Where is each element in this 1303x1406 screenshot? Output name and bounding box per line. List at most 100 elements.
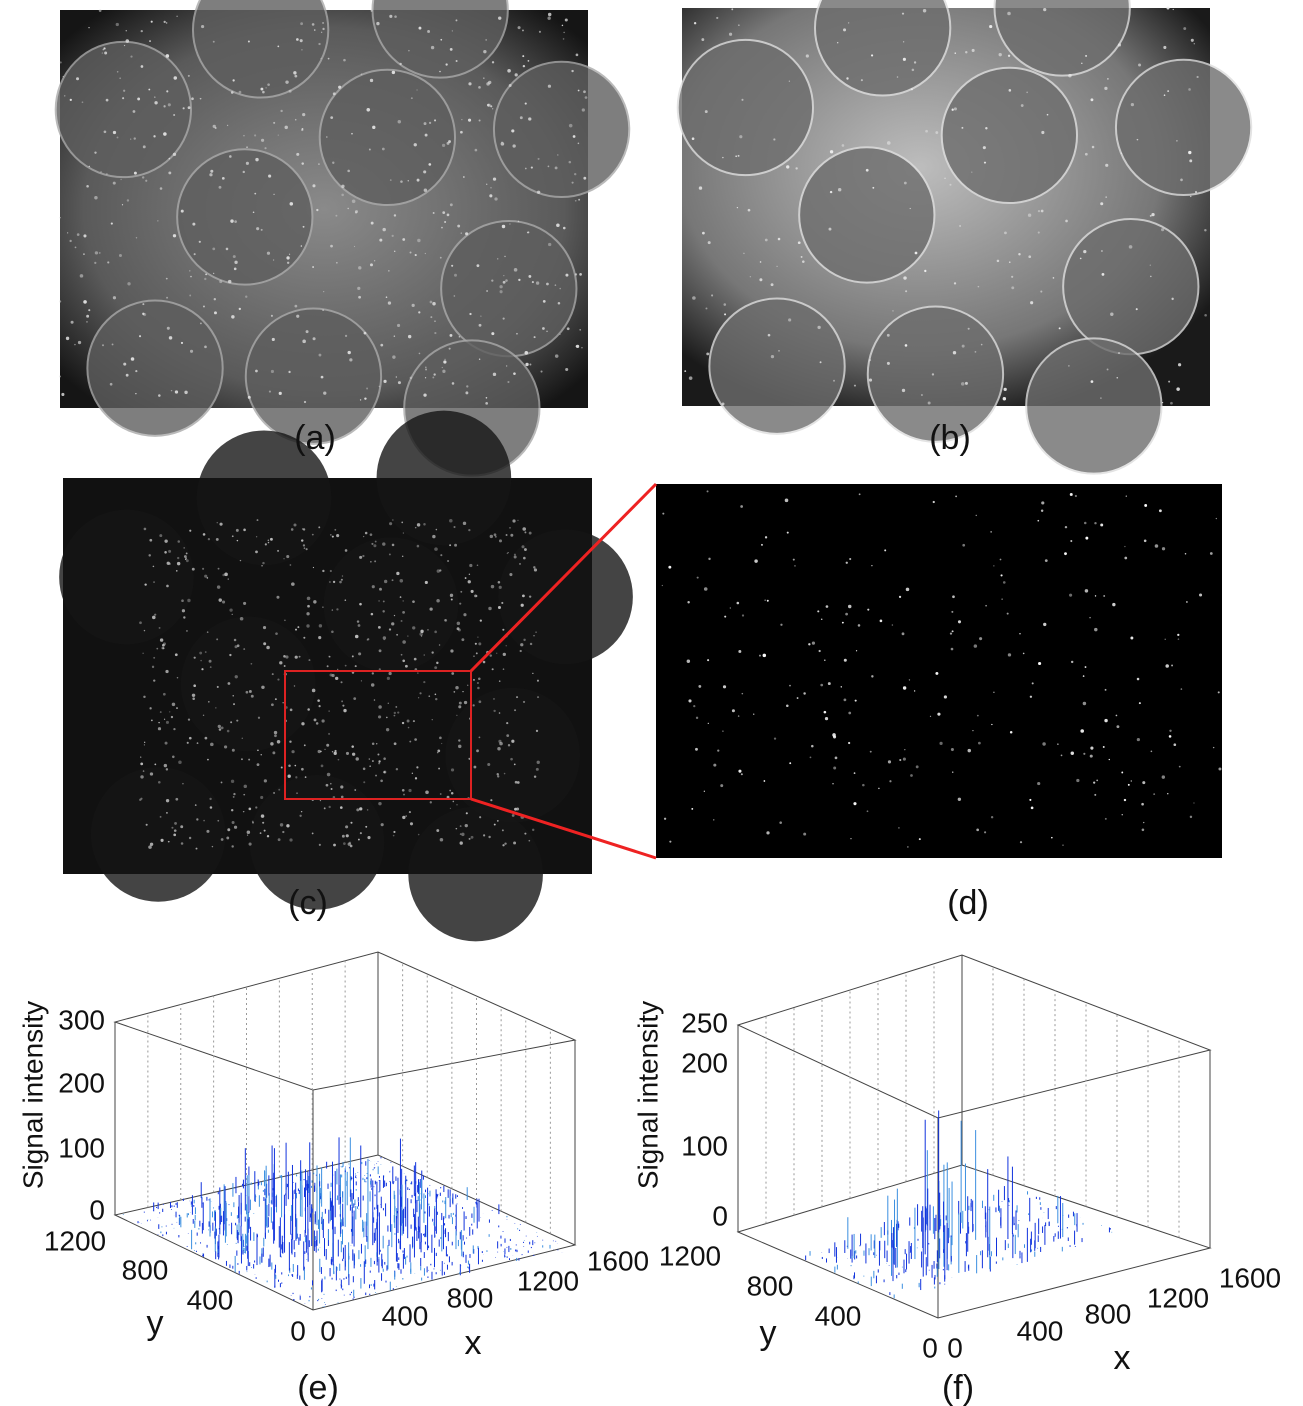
speck	[180, 209, 184, 213]
speck	[178, 760, 182, 765]
speck	[321, 719, 325, 723]
speck	[1083, 249, 1087, 254]
speck	[489, 194, 493, 198]
speck	[431, 718, 433, 721]
speck	[455, 59, 458, 62]
speck	[200, 659, 202, 662]
speck	[904, 344, 908, 347]
speck	[1196, 75, 1199, 79]
speck	[1180, 688, 1183, 690]
speck	[950, 748, 954, 752]
speck	[496, 819, 499, 822]
speck	[196, 742, 199, 745]
speck	[524, 351, 529, 355]
speck	[318, 636, 322, 640]
z-axis-label: Signal intensity	[17, 1001, 48, 1189]
speck	[513, 372, 516, 375]
speck	[326, 665, 329, 668]
speck	[236, 719, 239, 722]
speck	[446, 213, 450, 217]
speck	[1046, 113, 1049, 116]
speck	[284, 619, 286, 622]
speck	[517, 519, 519, 522]
speck	[320, 57, 322, 60]
speck	[513, 555, 517, 559]
speck	[219, 522, 223, 526]
speck	[853, 772, 856, 774]
speck	[367, 836, 371, 840]
speck	[216, 521, 219, 524]
speck	[1120, 152, 1123, 154]
speck	[502, 668, 505, 670]
speck	[333, 843, 336, 847]
speck	[497, 775, 500, 778]
speck	[332, 92, 336, 96]
speck	[480, 315, 482, 317]
speck	[293, 685, 296, 687]
speck	[347, 350, 351, 355]
speck	[698, 186, 703, 190]
speck	[434, 119, 437, 122]
speck	[227, 578, 229, 580]
speck	[185, 552, 188, 555]
speck	[1177, 363, 1182, 367]
speck	[524, 832, 527, 835]
speck	[239, 616, 244, 621]
speck	[1121, 813, 1123, 816]
speck	[910, 88, 914, 91]
speck	[458, 739, 461, 742]
speck	[467, 684, 469, 686]
speck	[424, 252, 426, 255]
well	[176, 148, 314, 286]
speck	[387, 702, 389, 704]
zoom-box	[284, 670, 472, 800]
speck	[698, 684, 702, 688]
speck	[140, 762, 144, 766]
speck	[524, 167, 527, 170]
speck	[330, 244, 333, 248]
speck	[162, 643, 165, 647]
speck	[243, 135, 245, 137]
speck	[255, 536, 258, 538]
speck	[383, 770, 386, 774]
speck	[722, 685, 727, 689]
speck	[209, 173, 213, 177]
speck	[312, 184, 316, 188]
speck	[849, 557, 852, 561]
speck	[173, 829, 177, 832]
x-tick-label: 1200	[517, 1265, 579, 1296]
speck	[420, 629, 424, 634]
speck	[166, 90, 169, 93]
panel-label: (c)	[288, 884, 328, 922]
speck	[357, 838, 360, 841]
speck	[371, 760, 374, 763]
speck	[493, 709, 496, 713]
speck	[554, 284, 557, 286]
speck	[845, 561, 848, 564]
x-tick-label: 1200	[1147, 1282, 1209, 1313]
speck	[363, 331, 367, 335]
speck	[1094, 627, 1098, 632]
speck	[462, 176, 465, 178]
speck	[345, 751, 350, 755]
speck	[303, 744, 306, 747]
speck	[996, 259, 1000, 263]
speck	[154, 763, 157, 766]
speck	[187, 74, 190, 77]
speck	[993, 565, 995, 567]
speck	[1084, 521, 1087, 525]
speck	[165, 54, 170, 58]
speck	[1031, 682, 1034, 685]
speck	[811, 641, 816, 645]
speck	[505, 645, 507, 647]
speck	[371, 672, 374, 675]
speck	[172, 152, 177, 156]
zoom-line	[469, 482, 658, 673]
speck	[301, 722, 305, 726]
speck	[163, 763, 168, 768]
speck	[217, 567, 220, 570]
speck	[961, 344, 965, 348]
x-tick-label: 800	[1085, 1298, 1132, 1329]
speck	[483, 834, 486, 837]
